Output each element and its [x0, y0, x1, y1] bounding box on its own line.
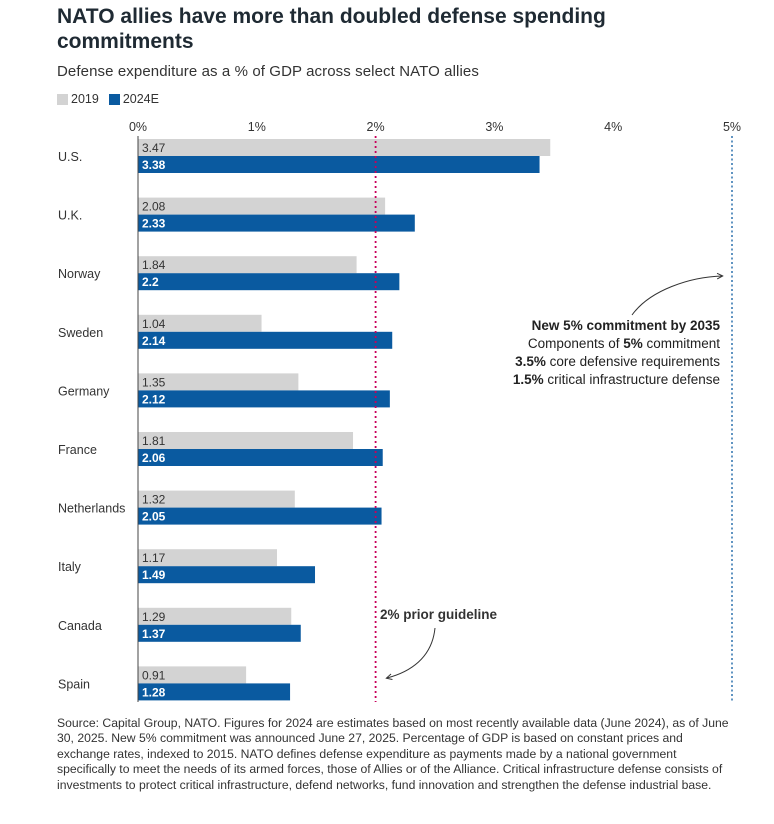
bar-2024e: [138, 331, 393, 349]
category-label: Spain: [58, 677, 90, 691]
core-text: core defensive requirements: [546, 354, 720, 369]
data-label-2024e: 1.49: [142, 568, 166, 582]
x-tick-label: 1%: [248, 120, 266, 134]
x-tick-label: 0%: [129, 120, 147, 134]
x-tick-label: 2%: [367, 120, 385, 134]
bar-2024e: [138, 683, 291, 701]
bar-chart: 0% 1% 2% 3% 4% 5% U.S. U.K. Norway Sweden Germany…: [58, 120, 741, 702]
infra-bold: 1.5%: [513, 372, 544, 387]
commitment-title: New 5% commitment by 2035: [532, 318, 721, 333]
legend-label-2024e: 2024E: [122, 92, 159, 106]
guideline-annotation: 2% prior guideline: [380, 607, 498, 622]
x-tick-label: 4%: [604, 120, 622, 134]
commitment-core: 3.5% core defensive requirements: [515, 354, 720, 369]
data-label-2024e: 1.37: [142, 627, 166, 641]
data-label-2019: 1.29: [142, 610, 166, 624]
x-tick-label: 3%: [485, 120, 503, 134]
category-label: Canada: [58, 619, 102, 633]
legend-swatch-2019: [57, 93, 68, 105]
bar-2019: [138, 197, 386, 215]
data-label-2019: 1.84: [142, 258, 166, 272]
bar-2019: [138, 490, 295, 508]
bar-2019: [138, 256, 357, 274]
annotations: 2% prior guideline New 5% commitment by …: [380, 276, 722, 678]
bar-2024e: [138, 566, 316, 584]
bar-2019: [138, 666, 247, 684]
components-suffix: commitment: [643, 336, 721, 351]
bar-2019: [138, 314, 262, 332]
data-label-2024e: 1.28: [142, 685, 166, 699]
commitment-infra: 1.5% critical infrastructure defense: [513, 372, 720, 387]
commitment-components: Components of 5% commitment: [528, 336, 720, 351]
legend-item-2019: 2019: [57, 92, 99, 106]
category-label: Germany: [58, 384, 110, 398]
category-labels: U.S. U.K. Norway Sweden Germany France Netherl…: [58, 150, 125, 691]
category-label: Sweden: [58, 326, 103, 340]
data-label-2024e: 2.2: [142, 275, 159, 289]
chart-subtitle: Defense expenditure as a % of GDP across…: [57, 63, 479, 80]
data-label-2019: 1.81: [142, 434, 166, 448]
legend-item-2024e: 2024E: [108, 92, 159, 106]
reference-lines: [137, 136, 733, 702]
data-label-2024e: 3.38: [142, 158, 166, 172]
data-label-2024e: 2.14: [142, 334, 166, 348]
components-bold: 5%: [623, 336, 643, 351]
legend-swatch-2024e: [108, 93, 120, 105]
data-label-2019: 1.32: [142, 493, 166, 507]
bar-2019: [138, 607, 292, 625]
bar-2019: [138, 432, 354, 449]
bar-2024e: [138, 624, 301, 642]
category-label: Norway: [58, 267, 101, 281]
data-label-2019: 3.47: [142, 141, 166, 155]
category-label: U.K.: [58, 209, 82, 223]
bar-2019: [138, 373, 299, 391]
legend-label-2019: 2019: [71, 92, 99, 106]
guideline-arrow: [387, 627, 436, 678]
legend: 2019 2024E: [57, 92, 169, 106]
bar-2024e: [138, 273, 400, 291]
data-label-2019: 1.04: [142, 317, 166, 331]
bars: 3.47 3.38 2.08 2.33 1.84 2.2 1.04 2.14 1.35 2.12 1…: [138, 139, 551, 701]
commitment-arrow: [631, 276, 722, 316]
bar-2024e: [138, 156, 540, 173]
bar-2024e: [138, 390, 390, 408]
bar-2019: [138, 549, 277, 567]
category-label: Netherlands: [58, 502, 125, 516]
infra-text: critical infrastructure defense: [544, 372, 720, 387]
category-label: France: [58, 443, 97, 457]
data-label-2024e: 2.05: [142, 510, 166, 524]
chart-title: NATO allies have more than doubled defen…: [57, 5, 606, 53]
data-label-2019: 1.35: [142, 375, 166, 389]
x-axis-ticks: 0% 1% 2% 3% 4% 5%: [129, 120, 741, 134]
x-tick-label: 5%: [723, 120, 741, 134]
data-label-2024e: 2.06: [142, 451, 166, 465]
data-label-2019: 2.08: [142, 200, 166, 214]
data-label-2019: 1.17: [142, 551, 166, 565]
bar-2019: [138, 139, 551, 156]
source-note: Source: Capital Group, NATO. Figures for…: [57, 716, 729, 792]
data-label-2019: 0.91: [142, 668, 166, 682]
bar-2024e: [138, 449, 383, 466]
bar-2024e: [138, 214, 415, 232]
components-prefix: Components of: [528, 336, 623, 351]
category-label: U.S.: [58, 150, 82, 164]
data-label-2024e: 2.33: [142, 217, 166, 231]
data-label-2024e: 2.12: [142, 392, 166, 406]
core-bold: 3.5%: [515, 354, 546, 369]
category-label: Italy: [58, 560, 82, 574]
bar-2024e: [138, 507, 382, 525]
